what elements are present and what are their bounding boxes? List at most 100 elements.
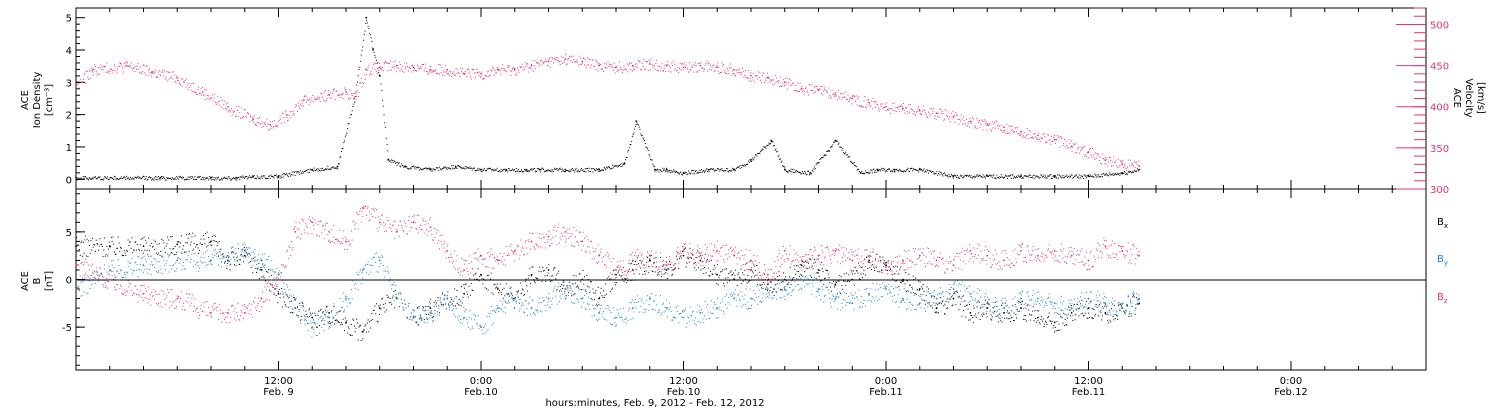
density-dot <box>871 172 873 174</box>
density-dot <box>587 168 589 170</box>
velocity-dot <box>1099 156 1101 158</box>
bx-dot <box>416 321 418 323</box>
bx-dot <box>226 267 228 269</box>
density-dot <box>704 170 706 172</box>
bx-dot <box>587 279 589 281</box>
velocity-dot <box>745 70 747 72</box>
by-dot <box>136 264 138 266</box>
density-dot <box>661 171 663 173</box>
density-dot <box>577 171 579 173</box>
velocity-dot <box>732 73 734 75</box>
density-dot <box>176 177 178 179</box>
velocity-dot <box>396 67 398 69</box>
density-dot <box>565 170 567 172</box>
velocity-dot <box>764 79 766 81</box>
density-dot <box>135 176 137 178</box>
density-dot <box>1046 177 1048 179</box>
density-dot <box>621 163 623 165</box>
density-dot <box>448 167 450 169</box>
bx-dot <box>463 284 465 286</box>
bx-dot <box>1073 304 1075 306</box>
velocity-dot <box>676 70 678 72</box>
velocity-dot <box>131 68 133 70</box>
bx-dot <box>335 319 337 321</box>
by-dot <box>82 295 84 297</box>
density-dot <box>563 170 565 172</box>
velocity-dot <box>654 68 656 70</box>
bx-dot <box>974 315 976 317</box>
density-dot <box>337 163 339 165</box>
velocity-dot <box>401 70 403 72</box>
velocity-dot <box>551 57 553 59</box>
by-dot <box>76 287 78 289</box>
density-dot <box>454 166 456 168</box>
density-dot <box>673 171 675 173</box>
density-dot <box>291 171 293 173</box>
bx-dot <box>318 310 320 312</box>
density-dot <box>493 170 495 172</box>
bx-dot <box>1076 309 1078 311</box>
density-dot <box>285 173 287 175</box>
velocity-dot <box>99 66 101 68</box>
velocity-dot <box>181 85 183 87</box>
velocity-dot <box>126 62 128 64</box>
velocity-dot <box>760 81 762 83</box>
velocity-dot <box>1000 129 1002 131</box>
by-dot <box>168 271 170 273</box>
bx-dot <box>870 255 872 257</box>
bx-dot <box>1056 321 1058 323</box>
bx-dot <box>1039 323 1041 325</box>
density-dot <box>900 170 902 172</box>
bx-dot <box>956 290 958 292</box>
bx-dot <box>277 291 279 293</box>
by-dot <box>207 264 209 266</box>
bx-dot <box>606 277 608 279</box>
density-dot <box>486 168 488 170</box>
density-dot <box>574 171 576 173</box>
bx-dot <box>1117 305 1119 307</box>
bx-dot <box>546 275 548 277</box>
bx-dot <box>807 268 809 270</box>
bx-dot <box>901 280 903 282</box>
velocity-dot <box>479 76 481 78</box>
velocity-dot <box>982 129 984 131</box>
density-dot <box>905 169 907 171</box>
density-dot <box>764 146 766 148</box>
density-dot <box>1005 174 1007 176</box>
density-dot <box>615 165 617 167</box>
density-dot <box>831 146 833 148</box>
velocity-dot <box>1093 157 1095 159</box>
bx-dot <box>285 305 287 307</box>
velocity-dot <box>555 59 557 61</box>
density-dot <box>808 174 810 176</box>
density-dot <box>953 177 955 179</box>
velocity-dot <box>1085 156 1087 158</box>
velocity-dot <box>946 115 948 117</box>
velocity-dot <box>1019 134 1021 136</box>
bx-dot <box>941 301 943 303</box>
density-dot <box>360 60 362 62</box>
density-dot <box>681 174 683 176</box>
velocity-dot <box>726 68 728 70</box>
density-dot <box>676 171 678 173</box>
by-dot <box>230 258 232 260</box>
bx-dot <box>981 314 983 316</box>
velocity-dot <box>509 69 511 71</box>
velocity-dot <box>691 65 693 67</box>
velocity-dot <box>1014 127 1016 129</box>
velocity-dot <box>388 63 390 65</box>
velocity-dot <box>473 72 475 74</box>
density-dot <box>660 170 662 172</box>
velocity-dot <box>1107 165 1109 167</box>
bx-dot <box>437 297 439 299</box>
density-dot <box>381 89 383 91</box>
density-dot <box>320 168 322 170</box>
density-dot <box>136 176 138 178</box>
density-dot <box>132 177 134 179</box>
by-dot <box>277 272 279 274</box>
density-dot <box>1049 174 1051 176</box>
velocity-dot <box>161 69 163 71</box>
bx-dot <box>468 285 470 287</box>
density-dot <box>1084 174 1086 176</box>
density-dot <box>1037 176 1039 178</box>
